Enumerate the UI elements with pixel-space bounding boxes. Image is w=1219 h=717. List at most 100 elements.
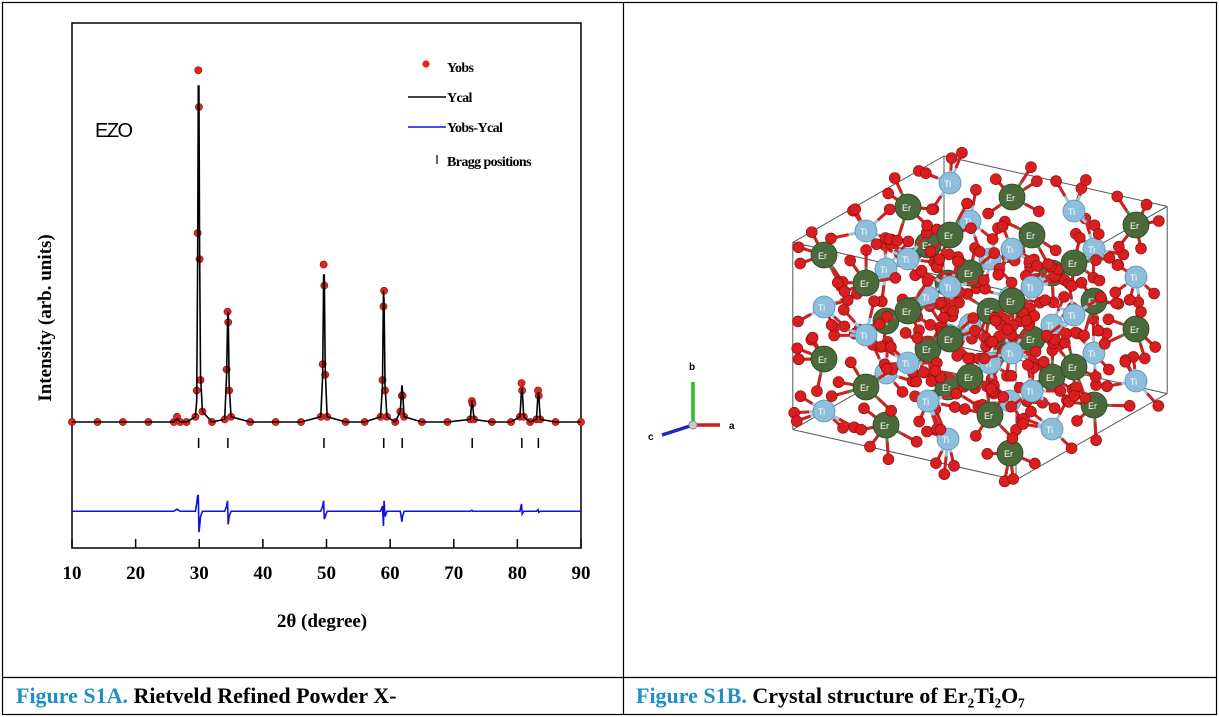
oxygen-atom [921,425,933,438]
oxygen-atom [947,305,960,318]
oxygen-atom [970,430,982,442]
atom-label: Ti [1046,425,1053,435]
caption-b: Figure S1B. Crystal structure of Er₂Ti₂O… [636,683,1025,708]
oxygen-atom [988,247,1001,259]
oxygen-atom [899,327,912,339]
oxygen-atom [880,362,893,375]
oxygen-atom [1109,286,1122,299]
atom-label: Er [984,411,993,421]
ti-atom [1062,303,1086,327]
oxygen-atom [1005,370,1018,382]
oxygen-atom [910,435,923,448]
oxygen-atom [1042,258,1054,270]
ti-atom [1062,199,1086,223]
oxygen-atom [921,219,933,232]
er-atom [852,373,880,401]
oxygen-atom [1006,432,1019,444]
oxygen-atom [956,146,968,159]
atom-label: Er [964,269,973,279]
oxygen-atom [844,356,857,369]
oxygen-atom [1005,276,1018,289]
oxygen-atom [1079,392,1092,404]
oxygen-atom [1039,294,1051,306]
atom-label: Er [818,251,827,261]
x-tick-label: 50 [317,563,336,584]
annotation: EZO [95,120,133,142]
oxygen-atom [1149,341,1162,353]
atom-label: Ti [1026,387,1033,397]
atom-label: Er [1068,259,1077,269]
oxygen-atom [1092,324,1105,337]
oxygen-atom [1050,175,1062,187]
oxygen-atom [1093,274,1106,287]
oxygen-atom [945,152,958,164]
er-atom [810,345,838,373]
oxygen-atom [1020,314,1033,327]
atom-label: Ti [1006,349,1013,359]
oxygen-atom [989,314,1002,327]
oxygen-atom [875,341,888,353]
oxygen-atom [1005,400,1018,413]
ti-atom [896,247,920,271]
atom-label: Ti [1068,207,1075,217]
oxygen-atom [1049,244,1062,257]
axis-origin [688,420,698,430]
atom-label: Er [922,345,931,355]
caption-label: Figure S1B. [636,683,747,708]
oxygen-atom [825,319,838,331]
oxygen-atom [1111,259,1124,271]
oxygen-atom [911,332,924,344]
oxygen-atom [930,457,942,469]
legend-label: Ycal [447,91,473,106]
oxygen-atom [825,390,838,402]
oxygen-atom [1148,287,1160,300]
ti-atom [896,351,920,375]
oxygen-atom [1101,380,1113,393]
axis-arrow [661,423,694,437]
oxygen-atom [832,376,845,388]
atom-label: Er [964,373,973,383]
atom-label: Er [860,279,869,289]
caption-a: Figure S1A. Rietveld Refined Powder X- [16,683,396,708]
atom-label: Ti [964,217,971,227]
cell-edge [792,429,1017,481]
atom-label: Er [944,335,953,345]
oxygen-atom [996,220,1009,233]
atom-label: Ti [1130,377,1137,387]
oxygen-atom [958,403,971,415]
ti-atom [812,399,836,423]
er-atom [998,183,1026,211]
legend-label: Bragg positions [447,155,532,170]
oxygen-atom [790,415,803,427]
oxygen-atom [1135,306,1147,318]
atom-label: Ti [1130,273,1137,283]
oxygen-atom [1153,215,1165,227]
oxygen-atom [1038,356,1050,368]
atom-label: Ti [942,435,949,445]
atom-label: Ti [1046,321,1053,331]
oxygen-atom [1029,345,1042,358]
er-atom [810,241,838,269]
oxygen-atom [1123,400,1136,412]
er-atom [894,297,922,325]
legend-label: Yobs-Ycal [447,121,503,136]
ti-atom [854,323,878,347]
atom-label: Ti [1026,283,1033,293]
xrd-chart: 10 20 30 40 50 60 70 80 90 2θ (degree) Intensity (… [35,22,591,632]
atom-label: Ti [880,265,887,275]
atom-label: Ti [1088,349,1095,359]
er-atom [1122,315,1150,343]
atom-label: Er [942,383,951,393]
oxygen-atom [1139,352,1151,365]
oxygen-atom [1089,370,1102,383]
oxygen-atom [924,245,937,258]
x-tick-label: 30 [190,563,209,584]
atom-label: Er [902,307,911,317]
oxygen-atom [1094,291,1107,303]
atom-label: Er [1006,297,1015,307]
er-atom [956,363,984,391]
series-line [72,494,581,533]
caption-text: Rietveld Refined Powder X- [128,683,396,708]
